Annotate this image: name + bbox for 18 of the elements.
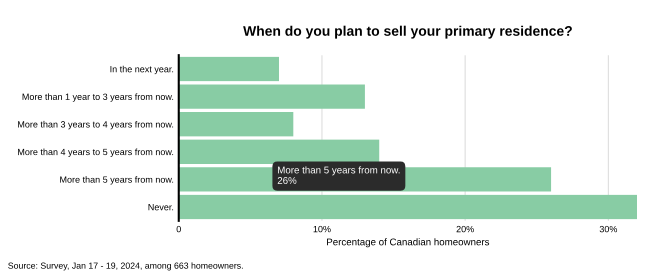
bar (178, 112, 294, 136)
y-tick-label: More than 4 years to 5 years from now. (18, 148, 174, 157)
bar (178, 194, 637, 220)
bar (178, 56, 279, 82)
y-tick-label: More than 3 years to 4 years from now. (18, 120, 174, 130)
x-tick-label: 20% (456, 226, 474, 232)
y-tick-label: Never. (148, 204, 174, 210)
y-tick-label: More than 1 year to 3 years from now. (22, 93, 174, 102)
x-tick-label: 10% (314, 226, 331, 232)
x-tick-label: 0 (176, 226, 181, 232)
y-tick-label: More than 5 years from now. (60, 176, 174, 185)
y-tick-label: In the next year. (110, 66, 174, 74)
bar (178, 84, 365, 109)
x-axis-title: Percentage of Canadian homeowners (327, 238, 490, 248)
x-tick-label: 30% (600, 226, 618, 232)
annotation: More than 5 years from now. 26% (278, 166, 400, 184)
chart-title: When do you plan to sell your primary residence? (243, 26, 572, 39)
source-note: Source: Survey, Jan 17 - 19, 2024, among 663 homeowners. (8, 262, 243, 270)
